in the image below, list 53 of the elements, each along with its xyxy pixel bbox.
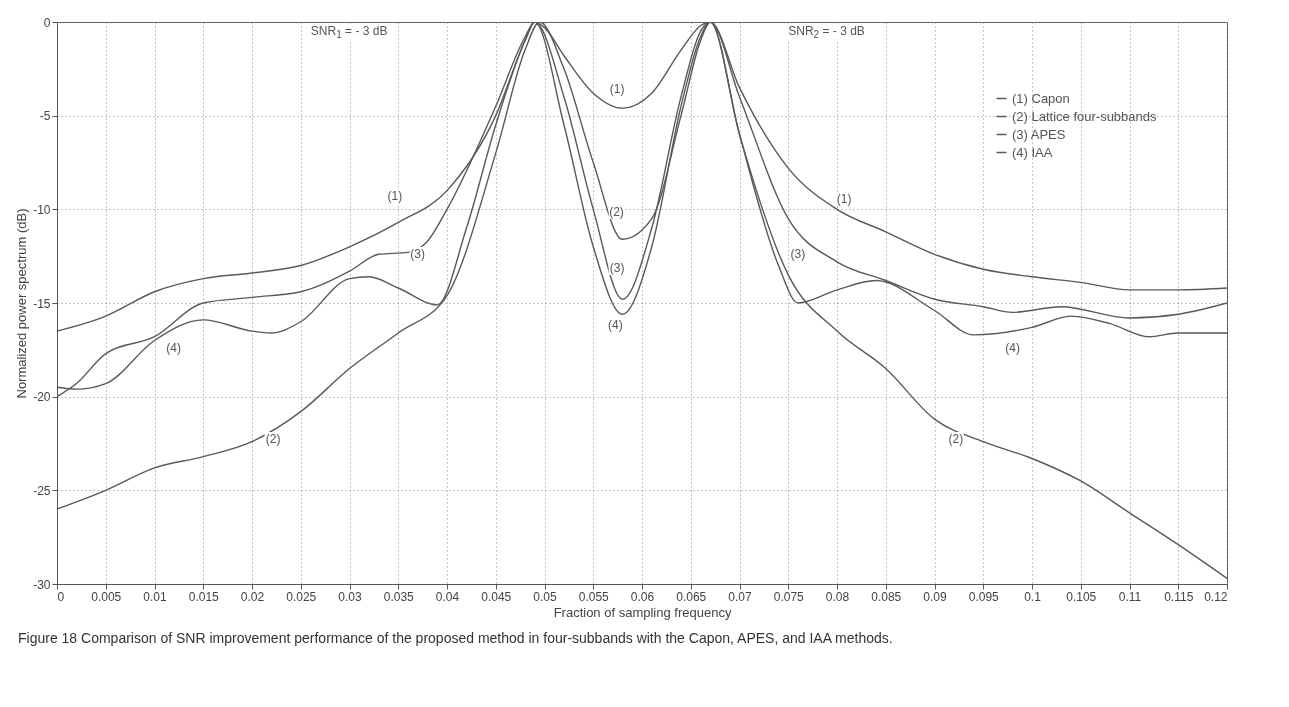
annotation: (3) xyxy=(409,246,426,261)
x-tick-label: 0.04 xyxy=(435,589,460,604)
annotation: SNR$_{2}$ = - 3 dB xyxy=(787,23,866,40)
legend-label: (4) IAA xyxy=(1012,144,1053,160)
x-tick-label: 0.02 xyxy=(240,589,265,604)
x-tick-label: 0.01 xyxy=(143,589,167,604)
x-axis-title: Fraction of sampling frequency xyxy=(553,604,732,620)
x-tick-label: 0.035 xyxy=(383,589,415,604)
y-tick-label: -15 xyxy=(33,296,51,311)
x-tick-label: 0.1 xyxy=(1024,589,1042,604)
x-tick-label: 0.115 xyxy=(1164,589,1194,604)
x-tick-label: 0.12 xyxy=(1204,589,1228,604)
x-tick-label: 0.085 xyxy=(871,589,902,604)
annotation: (2) xyxy=(947,432,965,447)
x-tick-label: 0.005 xyxy=(91,589,122,604)
x-tick-label: 0.03 xyxy=(338,589,362,604)
legend-label: (3) APES xyxy=(1012,126,1066,142)
legend-label: (1) Capon xyxy=(1012,90,1070,106)
x-tick-label: 0.045 xyxy=(481,589,512,604)
y-axis-title: Normalized power spectrum (dB) xyxy=(14,208,30,399)
annotation: (2) xyxy=(608,204,625,219)
y-tick-label: -25 xyxy=(33,483,51,498)
y-tick-label: 0 xyxy=(43,15,51,30)
y-tick-label: -5 xyxy=(39,109,51,124)
annotation: (1) xyxy=(608,81,626,96)
x-tick-label: 0 xyxy=(57,589,65,604)
annotation: (2) xyxy=(264,432,282,447)
annotation: (1) xyxy=(386,188,404,203)
x-tick-label: 0.07 xyxy=(728,589,752,604)
x-tick-label: 0.075 xyxy=(773,589,805,604)
annotation: SNR$_{1}$ = - 3 dB xyxy=(309,23,389,40)
x-tick-label: 0.09 xyxy=(923,589,947,604)
y-tick-label: -10 xyxy=(33,202,51,217)
annotation: (1) xyxy=(835,192,853,207)
annotation: (4) xyxy=(165,340,183,355)
x-tick-label: 0.015 xyxy=(188,589,220,604)
y-tick-label: -20 xyxy=(33,390,51,405)
y-tick-label: -30 xyxy=(33,577,51,592)
x-tick-label: 0.06 xyxy=(630,589,655,604)
annotation: (4) xyxy=(1004,340,1021,355)
legend-label: (2) Lattice four-subbands xyxy=(1012,108,1158,124)
caption: Figure 18 Comparison of SNR improvement performance of the proposed method in four-subbands with the Capon, APES, and IAA methods. xyxy=(18,630,894,646)
x-tick-label: 0.05 xyxy=(533,589,557,604)
x-tick-label: 0.025 xyxy=(286,589,317,604)
x-tick-label: 0.08 xyxy=(825,589,850,604)
annotation: (3) xyxy=(608,260,626,275)
x-tick-label: 0.095 xyxy=(968,589,1000,604)
x-tick-label: 0.11 xyxy=(1118,589,1142,604)
x-tick-label: 0.105 xyxy=(1066,589,1097,604)
x-tick-label: 0.065 xyxy=(676,589,707,604)
x-tick-label: 0.055 xyxy=(578,589,610,604)
annotation: (3) xyxy=(789,246,807,261)
annotation: (4) xyxy=(607,318,624,333)
